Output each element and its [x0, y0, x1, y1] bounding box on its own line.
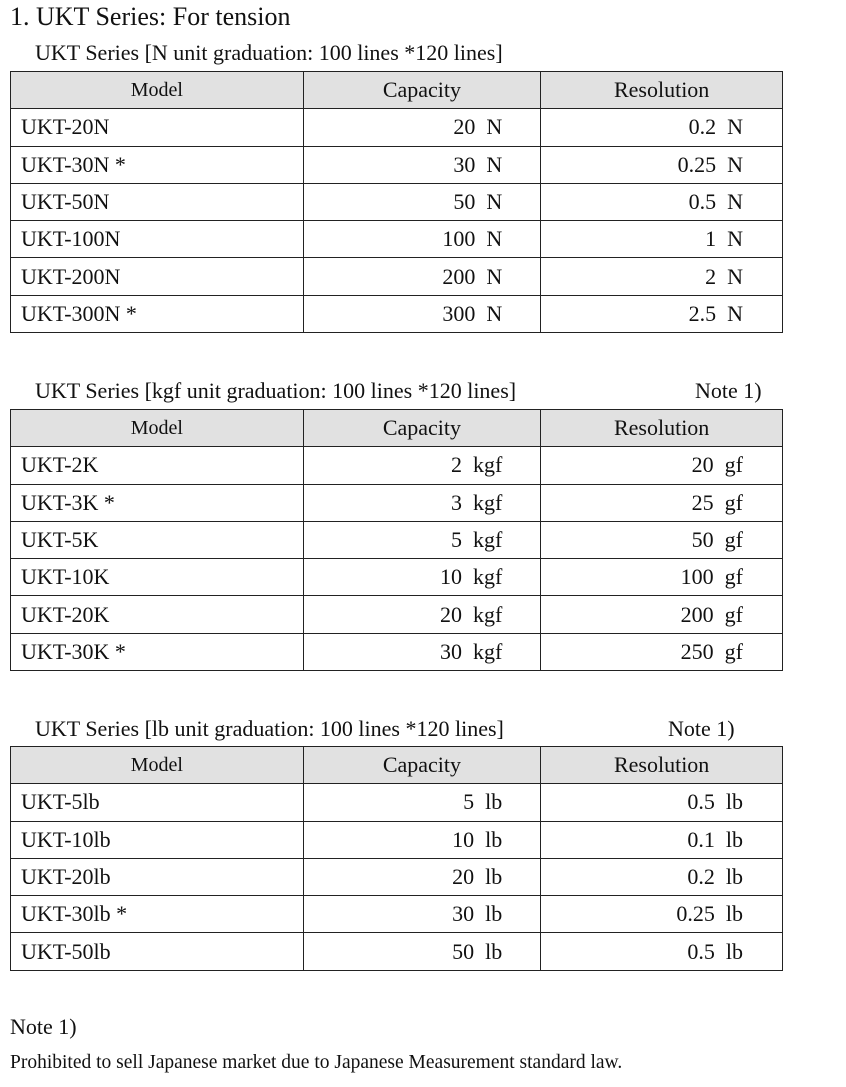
cell-model: UKT-5K [10, 520, 304, 560]
cell-model: UKT-3K * [10, 483, 304, 522]
table-row: UKT-20K 20 kgf 200 gf [10, 595, 783, 634]
cell-model: UKT-30N * [10, 145, 304, 184]
cell-resolution: 200 gf [540, 595, 783, 634]
table-caption: UKT Series [N unit graduation: 100 lines… [35, 40, 503, 65]
table-row: UKT-30lb * 30 lb 0.25 lb [10, 895, 783, 934]
table-row: UKT-30N * 30 N 0.25 N [10, 145, 783, 184]
cell-model: UKT-20N [10, 108, 304, 147]
page-title: 1. UKT Series: For tension [10, 2, 291, 31]
cell-capacity: 30 N [302, 145, 542, 184]
cell-resolution: 2.5 N [540, 294, 783, 334]
cell-capacity: 10 kgf [302, 558, 542, 597]
cell-resolution: 0.1 lb [540, 820, 783, 859]
header-model: Model [10, 745, 304, 785]
cell-capacity: 20 kgf [302, 595, 542, 634]
cell-resolution: 0.5 lb [540, 932, 783, 971]
cell-capacity: 20 N [302, 108, 542, 147]
note-title: Note 1) [10, 1014, 77, 1039]
cell-capacity: 20 lb [302, 857, 542, 897]
cell-capacity: 30 kgf [302, 632, 542, 672]
cell-capacity: 10 lb [302, 820, 542, 859]
header-resolution: Resolution [540, 70, 783, 110]
table-row: UKT-10K 10 kgf 100 gf [10, 558, 783, 597]
cell-model: UKT-300N * [10, 294, 304, 334]
cell-model: UKT-50lb [10, 932, 304, 971]
cell-resolution: 50 gf [540, 520, 783, 560]
cell-capacity: 5 lb [302, 783, 542, 822]
cell-capacity: 50 lb [302, 932, 542, 971]
cell-resolution: 0.25 lb [540, 895, 783, 934]
note-text: Prohibited to sell Japanese market due t… [10, 1052, 623, 1073]
header-model: Model [10, 408, 304, 448]
cell-capacity: 30 lb [302, 895, 542, 934]
table-row: UKT-20lb 20 lb 0.2 lb [10, 857, 783, 897]
note-reference: Note 1) [695, 378, 762, 403]
table-row: UKT-300N * 300 N 2.5 N [10, 294, 783, 334]
table-row: UKT-5K 5 kgf 50 gf [10, 520, 783, 560]
table-row: UKT-50lb 50 lb 0.5 lb [10, 932, 783, 971]
cell-model: UKT-10lb [10, 820, 304, 859]
header-resolution: Resolution [540, 408, 783, 448]
header-capacity: Capacity [302, 70, 542, 110]
cell-capacity: 200 N [302, 257, 542, 296]
cell-model: UKT-20lb [10, 857, 304, 897]
cell-resolution: 0.2 lb [540, 857, 783, 897]
spec-table: Model Capacity Resolution UKT-5lb 5 lb 0.5 lb… [10, 745, 783, 971]
table-row: UKT-3K * 3 kgf 25 gf [10, 483, 783, 522]
header-capacity: Capacity [302, 745, 542, 785]
cell-model: UKT-20K [10, 595, 304, 634]
spec-table: Model Capacity Resolution UKT-2K 2 kgf 20 gf U… [10, 408, 783, 672]
table-row: UKT-2K 2 kgf 20 gf [10, 446, 783, 485]
cell-resolution: 1 N [540, 220, 783, 259]
header-capacity: Capacity [302, 408, 542, 448]
cell-model: UKT-30K * [10, 632, 304, 672]
header-row: Model Capacity Resolution [10, 70, 783, 110]
cell-resolution: 0.25 N [540, 145, 783, 184]
cell-resolution: 2 N [540, 257, 783, 296]
cell-resolution: 20 gf [540, 446, 783, 485]
cell-capacity: 5 kgf [302, 520, 542, 560]
header-row: Model Capacity Resolution [10, 745, 783, 785]
cell-capacity: 2 kgf [302, 446, 542, 485]
cell-model: UKT-5lb [10, 783, 304, 822]
header-row: Model Capacity Resolution [10, 408, 783, 448]
cell-model: UKT-50N [10, 182, 304, 222]
cell-resolution: 25 gf [540, 483, 783, 522]
cell-resolution: 0.2 N [540, 108, 783, 147]
header-resolution: Resolution [540, 745, 783, 785]
table-row: UKT-10lb 10 lb 0.1 lb [10, 820, 783, 859]
cell-model: UKT-10K [10, 558, 304, 597]
table-row: UKT-30K * 30 kgf 250 gf [10, 632, 783, 672]
note-reference: Note 1) [668, 716, 735, 741]
cell-model: UKT-30lb * [10, 895, 304, 934]
cell-resolution: 0.5 lb [540, 783, 783, 822]
header-model: Model [10, 70, 304, 110]
cell-model: UKT-100N [10, 220, 304, 259]
cell-capacity: 100 N [302, 220, 542, 259]
table-caption: UKT Series [kgf unit graduation: 100 lin… [35, 378, 517, 403]
cell-resolution: 0.5 N [540, 182, 783, 222]
table-row: UKT-50N 50 N 0.5 N [10, 182, 783, 222]
table-row: UKT-5lb 5 lb 0.5 lb [10, 783, 783, 822]
cell-model: UKT-2K [10, 446, 304, 485]
cell-capacity: 300 N [302, 294, 542, 334]
table-row: UKT-20N 20 N 0.2 N [10, 108, 783, 147]
cell-resolution: 100 gf [540, 558, 783, 597]
cell-model: UKT-200N [10, 257, 304, 296]
cell-resolution: 250 gf [540, 632, 783, 672]
table-caption: UKT Series [lb unit graduation: 100 line… [35, 716, 504, 741]
cell-capacity: 50 N [302, 182, 542, 222]
cell-capacity: 3 kgf [302, 483, 542, 522]
